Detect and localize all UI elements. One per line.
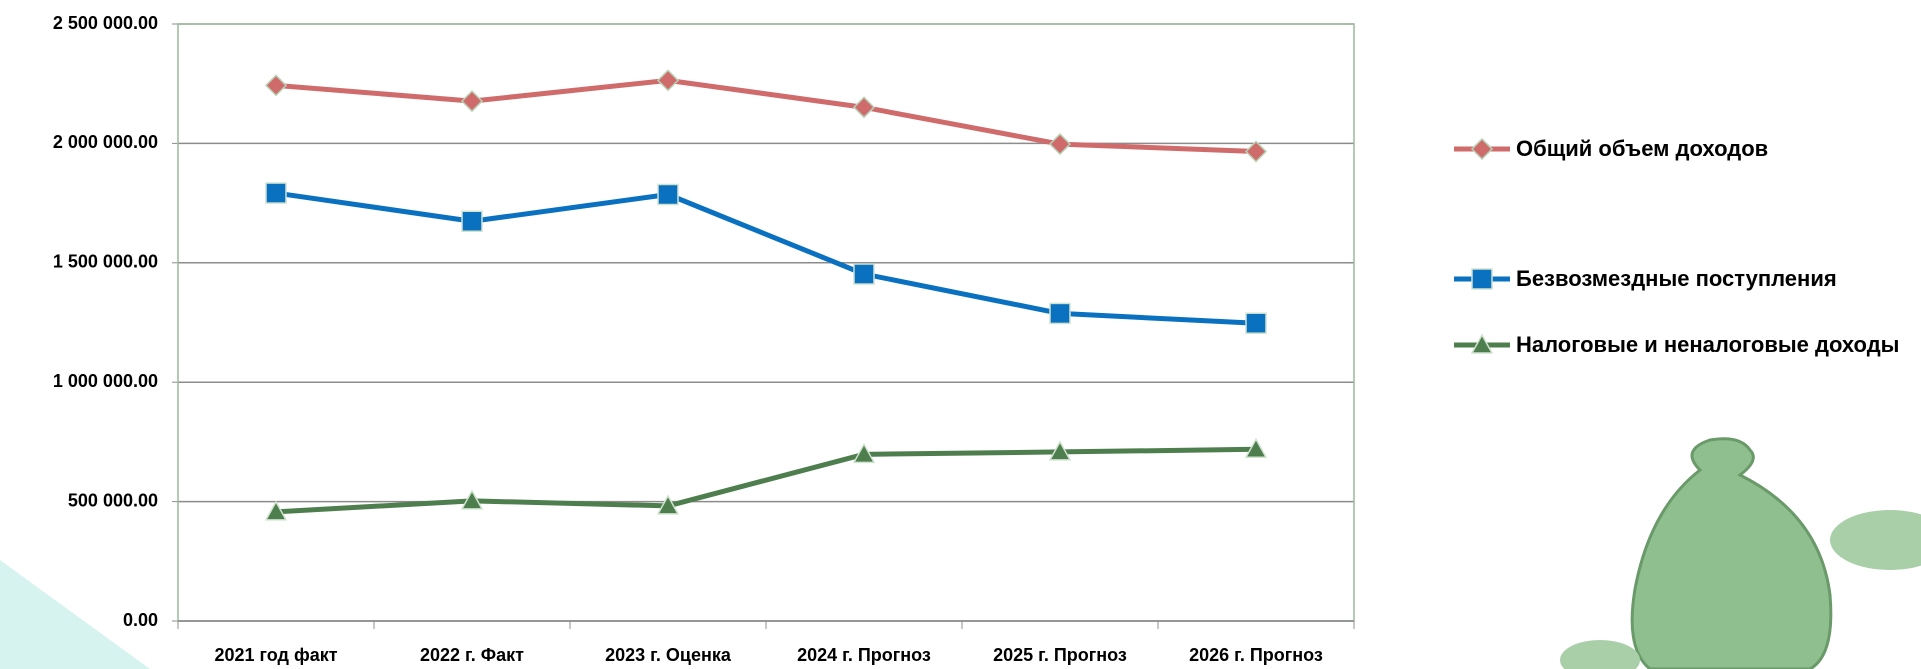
y-tick-label: 500 000.00 (68, 490, 158, 510)
legend-swatch (1454, 137, 1510, 161)
marker (1245, 312, 1267, 334)
y-tick-label: 1 000 000.00 (53, 371, 158, 391)
marker (1471, 268, 1493, 290)
marker (1470, 137, 1494, 161)
x-tick-label: 2023 г. Оценка (605, 645, 732, 665)
legend-item: Безвозмездные поступления (1452, 260, 1916, 298)
legend-label: Безвозмездные поступления (1516, 266, 1837, 291)
marker (1049, 302, 1071, 325)
legend-item: Общий объем доходов (1452, 130, 1916, 168)
y-tick-label: 2 500 000.00 (53, 13, 158, 33)
marker (1048, 133, 1072, 156)
legend-label: Налоговые и неналоговые доходы (1516, 332, 1900, 357)
marker (656, 69, 680, 92)
series-line (275, 446, 1257, 515)
money-bag (1560, 437, 1921, 669)
marker (1470, 333, 1494, 354)
legend-label: Общий объем доходов (1516, 136, 1769, 161)
legend-swatch (1454, 333, 1510, 354)
marker (460, 90, 484, 113)
marker (1244, 437, 1268, 459)
marker (852, 442, 876, 464)
y-tick-label: 1 500 000.00 (53, 252, 158, 272)
marker (852, 96, 876, 119)
plot-border (177, 23, 1355, 622)
marker (264, 500, 288, 521)
x-tick-label: 2024 г. Прогноз (797, 645, 931, 665)
marker (265, 182, 287, 204)
marker (657, 183, 679, 206)
marker (1048, 440, 1072, 461)
marker (853, 263, 875, 285)
y-tick-label: 0.00 (123, 610, 158, 630)
x-tick-label: 2026 г. Прогноз (1189, 645, 1323, 665)
marker (264, 74, 288, 97)
legend-swatch (1454, 268, 1510, 290)
x-tick-label: 2025 г. Прогноз (993, 645, 1127, 665)
series-line (275, 190, 1257, 326)
marker (656, 494, 680, 515)
y-tick-label: 2 000 000.00 (53, 132, 158, 152)
marker (461, 210, 483, 232)
x-tick-label: 2021 год факт (214, 645, 337, 665)
series-line (275, 77, 1257, 155)
marker (1244, 140, 1268, 163)
x-tick-label: 2022 г. Факт (420, 645, 524, 665)
decoration (0, 560, 150, 669)
marker (460, 489, 484, 510)
legend-item: Налоговые и неналоговые доходы (1452, 326, 1916, 364)
